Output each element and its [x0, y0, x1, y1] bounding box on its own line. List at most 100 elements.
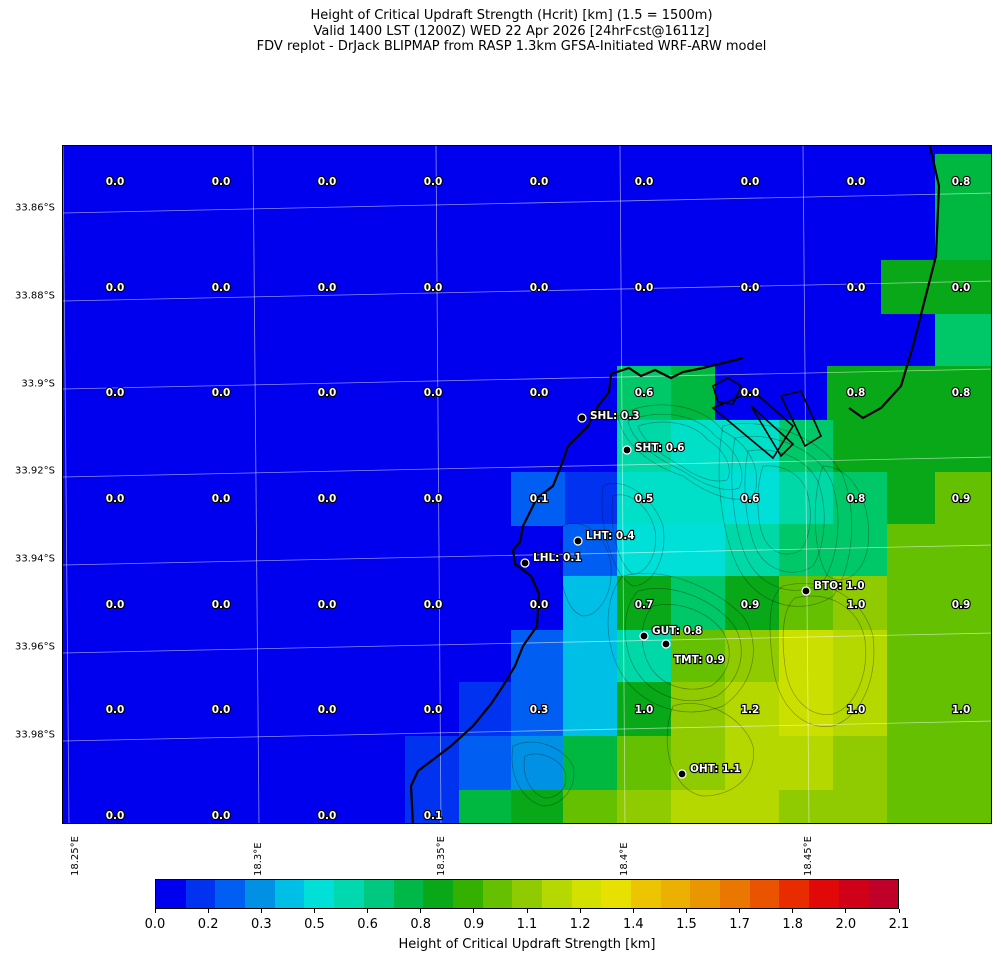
value-cell: [881, 260, 991, 314]
cell-value-label: 0.0: [212, 282, 231, 294]
colorbar-segment: [541, 880, 572, 908]
value-cell: [833, 630, 887, 684]
lon-label: 18.4°E: [619, 842, 630, 876]
station-marker[interactable]: [622, 445, 632, 455]
station-marker[interactable]: [577, 413, 587, 423]
cell-value-label: 0.1: [424, 810, 443, 822]
cell-value-label: 0.0: [741, 176, 760, 188]
colorbar: [155, 879, 899, 909]
cell-value-label: 0.0: [212, 387, 231, 399]
cell-value-label: 0.0: [106, 704, 125, 716]
station-marker[interactable]: [639, 631, 649, 641]
map-area[interactable]: SHL: 0.3 SHT: 0.6 LHT: 0.4 LHL: 0.1 BTO: 1.0…: [62, 145, 992, 824]
colorbar-segment: [512, 880, 542, 908]
cell-value-label: 0.6: [741, 493, 760, 505]
cell-value-label: 0.0: [530, 282, 549, 294]
lat-label: 33.86°S: [15, 202, 55, 214]
colorbar-tick-label: 1.5: [676, 917, 697, 932]
value-cell: [881, 366, 991, 420]
cell-value-label: 0.8: [847, 387, 866, 399]
cell-value-label: 0.1: [530, 493, 549, 505]
colorbar-segment: [720, 880, 750, 908]
colorbar-title: Height of Critical Updraft Strength [km]: [398, 937, 656, 952]
value-cell: [725, 790, 779, 823]
cell-value-label: 0.0: [847, 176, 866, 188]
colorbar-segment: [482, 880, 513, 908]
cell-value-labels: 0.0 0.0 0.0 0.0 0.0 0.0 0.0 0.0 0.8 0.0 0.0 0.0 0.0 0…: [105, 175, 972, 823]
value-cell: [779, 630, 833, 684]
colorbar-tick: [526, 909, 528, 913]
cell-value-label: 0.0: [318, 176, 337, 188]
value-cell: [563, 736, 617, 790]
colorbar-segment: [423, 880, 453, 908]
colorbar-tick: [367, 909, 369, 913]
value-cell: [833, 472, 887, 526]
cell-value-label: 0.9: [952, 493, 971, 505]
lon-label: 18.3°E: [253, 842, 264, 876]
value-cell: [511, 630, 565, 684]
value-cell: [887, 576, 991, 630]
cell-value-label: 0.0: [212, 704, 231, 716]
colorbar-tick-label: 0.9: [463, 917, 485, 932]
colorbar-tick-label: 0.8: [410, 917, 432, 932]
colorbar-segment: [779, 880, 810, 908]
station-label: SHL: 0.3: [590, 410, 640, 422]
cell-value-label: 0.0: [106, 810, 125, 822]
cell-value-label: 0.0: [952, 282, 971, 294]
value-cell: [671, 736, 725, 790]
value-cell: [671, 472, 725, 526]
cell-value-label: 0.0: [106, 599, 125, 611]
value-cell: [563, 576, 617, 630]
colorbar-tick-label: 1.4: [622, 917, 644, 932]
colorbar-tick-label: 1.2: [569, 917, 591, 932]
lon-label: 18.25°E: [70, 836, 81, 876]
lon-label: 18.45°E: [803, 836, 814, 876]
value-cell: [511, 682, 565, 736]
value-cell: [617, 576, 671, 630]
colorbar-tick: [898, 909, 900, 913]
cell-value-label: 0.0: [530, 176, 549, 188]
cell-value-label: 0.0: [741, 282, 760, 294]
map-canvas: SHL: 0.3 SHT: 0.6 LHT: 0.4 LHL: 0.1 BTO: 1.0…: [63, 146, 991, 823]
value-cell: [779, 736, 833, 790]
station-marker[interactable]: [661, 639, 671, 649]
cell-value-label: 0.0: [424, 704, 443, 716]
title-line-3: FDV replot - DrJack BLIPMAP from RASP 1.…: [256, 39, 767, 54]
station-marker[interactable]: [520, 558, 530, 568]
station-label: OHT: 1.1: [690, 763, 741, 775]
cell-value-label: 0.0: [212, 176, 231, 188]
colorbar-tick: [420, 909, 422, 913]
colorbar-tick: [313, 909, 315, 913]
colorbar-segment: [838, 880, 869, 908]
value-cells: [405, 154, 991, 823]
station-label: LHT: 0.4: [586, 530, 635, 542]
value-cell: [565, 472, 619, 526]
value-cell: [887, 736, 991, 790]
station-marker[interactable]: [573, 536, 583, 546]
cell-value-label: 0.0: [106, 176, 125, 188]
cell-value-label: 0.0: [212, 599, 231, 611]
title-line-1: Height of Critical Updraft Strength (Hcr…: [310, 8, 713, 23]
colorbar-segment: [690, 880, 721, 908]
colorbar-segment: [631, 880, 661, 908]
colorbar-segment: [601, 880, 631, 908]
station-marker[interactable]: [677, 769, 687, 779]
station-label: SHT: 0.6: [635, 442, 684, 454]
value-cell: [617, 682, 671, 736]
value-cell: [459, 736, 513, 790]
cell-value-label: 1.0: [847, 599, 866, 611]
cell-value-label: 1.0: [847, 704, 866, 716]
value-cell: [887, 524, 991, 578]
cell-value-label: 0.0: [318, 810, 337, 822]
cell-value-label: 0.7: [635, 599, 654, 611]
value-cell: [671, 790, 725, 823]
station-marker[interactable]: [801, 586, 811, 596]
colorbar-segment: [571, 880, 602, 908]
colorbar-segment: [185, 880, 216, 908]
value-cell: [887, 682, 991, 736]
cell-value-label: 0.5: [635, 493, 654, 505]
value-cell: [833, 790, 887, 823]
cell-value-label: 0.9: [741, 599, 760, 611]
cell-value-label: 0.0: [106, 282, 125, 294]
cell-value-label: 0.0: [106, 387, 125, 399]
